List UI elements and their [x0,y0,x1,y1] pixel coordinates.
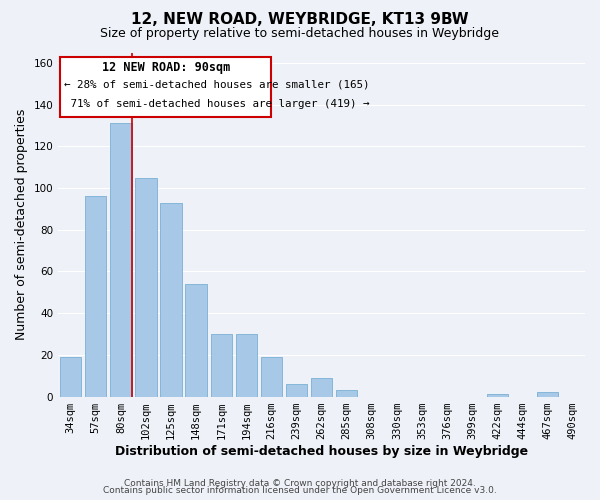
Text: 12 NEW ROAD: 90sqm: 12 NEW ROAD: 90sqm [101,60,230,74]
Text: Contains HM Land Registry data © Crown copyright and database right 2024.: Contains HM Land Registry data © Crown c… [124,478,476,488]
Bar [487,394,508,396]
Text: 12, NEW ROAD, WEYBRIDGE, KT13 9BW: 12, NEW ROAD, WEYBRIDGE, KT13 9BW [131,12,469,28]
Text: 71% of semi-detached houses are larger (419) →: 71% of semi-detached houses are larger (… [64,98,370,108]
Text: Size of property relative to semi-detached houses in Weybridge: Size of property relative to semi-detach… [101,28,499,40]
Bar [261,357,282,397]
Bar [160,202,182,396]
Bar [85,196,106,396]
FancyBboxPatch shape [60,56,271,117]
Bar [211,334,232,396]
Text: ← 28% of semi-detached houses are smaller (165): ← 28% of semi-detached houses are smalle… [64,80,370,90]
Bar [537,392,558,396]
Bar [136,178,157,396]
Bar [286,384,307,396]
X-axis label: Distribution of semi-detached houses by size in Weybridge: Distribution of semi-detached houses by … [115,444,528,458]
Bar [110,124,131,396]
Bar [60,357,82,397]
Bar [236,334,257,396]
Bar [185,284,207,397]
Bar [311,378,332,396]
Text: Contains public sector information licensed under the Open Government Licence v3: Contains public sector information licen… [103,486,497,495]
Bar [336,390,358,396]
Y-axis label: Number of semi-detached properties: Number of semi-detached properties [15,109,28,340]
